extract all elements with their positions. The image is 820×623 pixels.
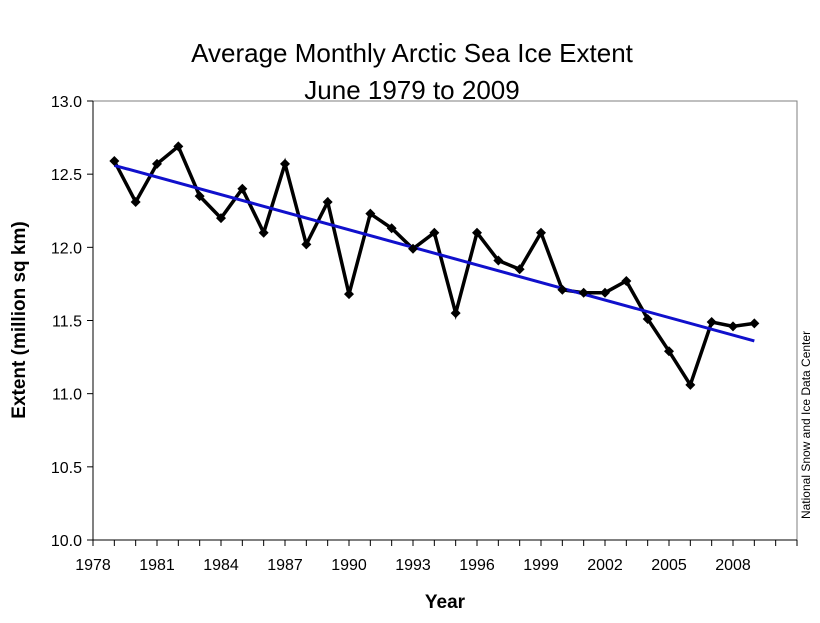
x-tick-label: 2002 [587,557,623,574]
y-axis-label: Extent (million sq km) [9,221,30,418]
x-tick-label: 2008 [715,557,751,574]
data-point-marker [472,227,482,238]
trend-line [113,163,755,343]
data-point-marker [557,284,568,295]
data-point-marker [365,208,376,219]
data-point-marker [664,346,674,357]
x-tick-label: 2005 [651,557,687,574]
x-tick-label: 1978 [75,557,111,574]
y-tick-label: 11.0 [52,387,82,404]
data-point-marker [536,227,546,238]
data-point-marker [130,196,141,207]
data-point-marker [280,158,290,169]
data-point-marker [173,141,184,152]
data-point-marker [194,191,205,202]
y-tick-label: 12.0 [51,240,82,257]
data-point-marker [216,213,226,224]
y-tick-label: 11.5 [52,314,82,331]
x-tick-label: 1990 [331,557,367,574]
chart-subtitle: June 1979 to 2009 [304,75,519,105]
data-point-marker [429,227,440,238]
data-point-marker [600,287,610,298]
data-point-marker [728,321,738,332]
data-point-marker [706,316,717,327]
source-credit: National Snow and Ice Data Center [799,331,813,519]
x-axis: 1978 1981 1984 1987 1990 1993 1996 1999 2002 2005… [75,539,798,574]
data-point-marker [514,264,525,275]
data-point-marker [621,275,632,286]
data-point-marker [344,289,354,300]
data-point-marker [109,155,120,166]
data-point-marker [301,239,312,250]
chart-title: Average Monthly Arctic Sea Ice Extent [191,38,634,68]
y-axis: 10.0 10.5 11.0 11.5 12.0 12.5 13.0 [51,94,94,550]
series-layer [109,141,760,390]
data-point-marker [578,287,589,298]
x-tick-label: 1996 [459,557,495,574]
data-point-marker [152,158,162,169]
data-point-marker [322,196,333,207]
data-point-marker [642,314,653,325]
x-tick-label: 1993 [395,557,431,574]
y-tick-label: 10.0 [51,533,82,550]
x-tick-label: 1984 [203,557,239,574]
extent-series-line [112,143,755,389]
x-tick-label: 1987 [267,557,303,574]
y-tick-label: 12.5 [51,167,82,184]
data-point-marker [386,223,397,234]
data-point-marker [749,318,760,329]
plot-area [92,100,798,541]
data-point-marker [258,227,269,238]
y-tick-label: 10.5 [51,460,82,477]
x-tick-label: 1999 [523,557,559,574]
data-point-marker [685,379,696,390]
data-point-marker [493,255,504,266]
data-point-marker [450,308,461,319]
x-axis-label: Year [425,592,466,613]
x-tick-label: 1981 [139,557,175,574]
data-point-marker [408,243,418,254]
data-point-marker [237,183,248,194]
y-tick-label: 13.0 [51,94,82,111]
